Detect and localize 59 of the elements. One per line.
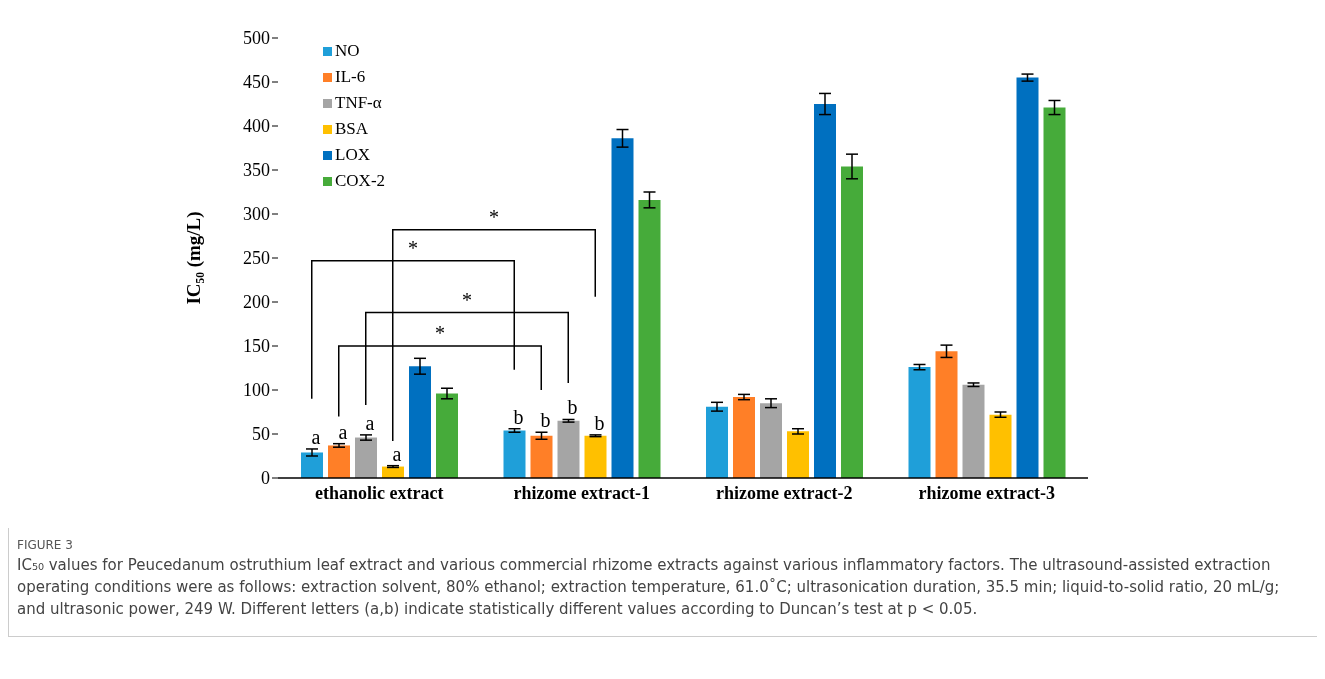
data-label: a <box>338 420 348 443</box>
data-label: b <box>540 409 551 432</box>
text: FIGURE 3 <box>17 538 74 552</box>
y-tick-label: 450 <box>243 72 270 93</box>
y-tick-label: 0 <box>261 468 270 489</box>
y-tick-label: 250 <box>243 248 270 269</box>
bar <box>409 366 431 478</box>
x-tick-label: rhizome extract-2 <box>716 482 853 503</box>
bar <box>814 104 836 478</box>
bar <box>611 138 634 478</box>
data-label: a <box>392 442 402 465</box>
annotation: * <box>408 236 418 259</box>
y-tick-label: 150 <box>243 336 270 357</box>
x-tick-label: rhizome extract-1 <box>513 482 650 503</box>
bar <box>638 199 661 478</box>
bar <box>841 166 863 478</box>
bar <box>989 414 1012 478</box>
y-tick-label: 100 <box>243 380 270 401</box>
bar <box>436 393 458 478</box>
bar <box>301 452 323 478</box>
legend-label: COX-2 <box>334 171 387 191</box>
bar <box>530 435 553 478</box>
bar <box>1016 77 1039 478</box>
annotation: * <box>435 322 445 344</box>
bar <box>733 397 755 478</box>
bar <box>584 435 607 478</box>
y-tick-label: 50 <box>252 424 270 445</box>
y-axis-title: IC₅₀ (mg/L) <box>182 211 205 305</box>
bar <box>787 431 809 478</box>
bar <box>328 445 350 478</box>
bar <box>1043 107 1066 478</box>
y-tick-label: 200 <box>243 292 270 313</box>
legend-label: LOX <box>334 145 371 165</box>
bar <box>355 437 377 478</box>
bar <box>760 403 782 478</box>
data-label: b <box>594 411 605 434</box>
bar <box>706 406 728 478</box>
x-tick-label: rhizome extract-3 <box>918 482 1055 503</box>
bar <box>962 384 985 478</box>
y-tick-label: 400 <box>243 116 270 137</box>
legend-label: TNF-α <box>334 93 383 113</box>
y-tick-label: 500 <box>243 28 270 49</box>
y-tick-label: 350 <box>243 160 270 181</box>
bar <box>503 430 526 478</box>
data-label: b <box>513 405 524 428</box>
x-tick-label: ethanolic extract <box>315 482 444 503</box>
data-label: a <box>365 411 375 434</box>
data-label: b <box>567 396 578 419</box>
data-label: a <box>311 425 321 448</box>
bar <box>557 420 580 478</box>
bar <box>908 367 931 478</box>
legend-label: NO <box>334 41 361 61</box>
legend-label: BSA <box>334 119 370 139</box>
annotation: * <box>462 288 472 311</box>
bar <box>935 351 958 478</box>
annotation: * <box>489 205 499 228</box>
y-tick-label: 300 <box>243 204 270 225</box>
text: IC₅₀ values for Peucedanum ostruthium leaf extract and various commercial rhizome extracts against various inflammatory factors. The ultrasound-assisted extraction operating conditions were as follows: extraction solvent, 80% ethanol; extraction temperature, 61.0˚C; ultrasonication duration, 35.5 min; liquid-to-solid ratio, 20 mL/g; and ultrasonic power, 249 W. Different letters (a,b) indicate statistically different values according to Duncan’s test at p < 0.05. <box>17 555 1281 620</box>
legend-label: IL-6 <box>334 67 367 87</box>
